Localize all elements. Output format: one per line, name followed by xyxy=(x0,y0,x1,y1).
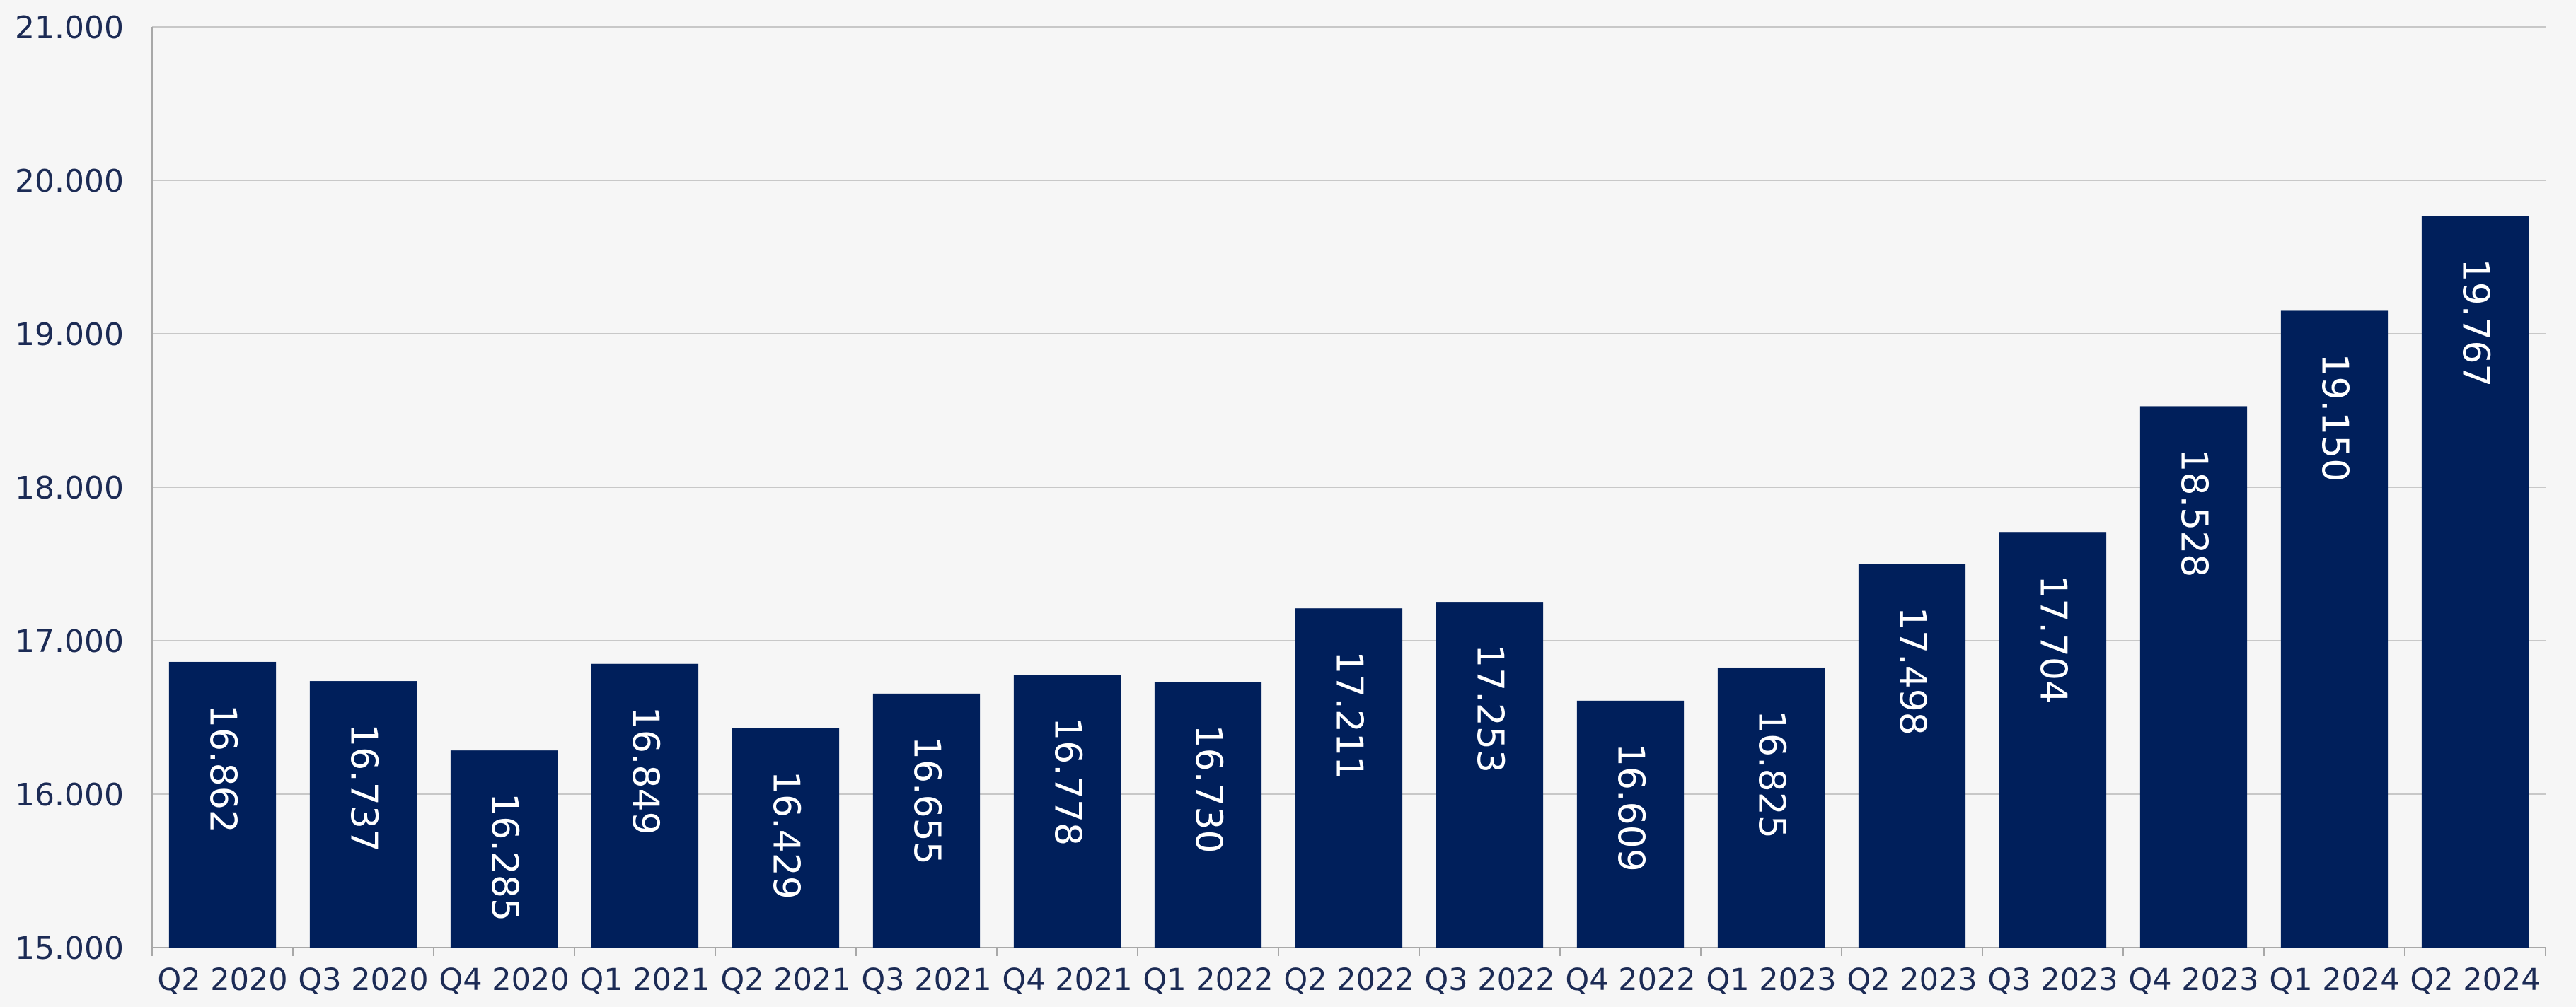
data-label: 16.737 xyxy=(342,723,384,852)
data-label: 16.849 xyxy=(623,706,666,835)
bar xyxy=(1436,602,1544,948)
x-tick-label: Q2 2024 xyxy=(2410,962,2540,998)
y-tick-label: 21.000 xyxy=(15,10,124,46)
bar xyxy=(1999,532,2107,948)
bar xyxy=(732,728,840,948)
data-label: 16.429 xyxy=(765,771,807,900)
data-label: 16.778 xyxy=(1046,717,1089,846)
y-tick-labels: 15.000 16.000 17.000 18.000 19.000 20.000 21.0… xyxy=(15,10,124,967)
bar xyxy=(1154,682,1262,948)
bar xyxy=(1717,667,1825,948)
data-label: 16.285 xyxy=(483,793,526,921)
data-label: 17.211 xyxy=(1328,651,1370,779)
y-tick-label: 15.000 xyxy=(15,931,124,967)
data-label: 17.253 xyxy=(1469,644,1511,773)
data-label: 16.862 xyxy=(201,704,243,833)
x-tick-label: Q4 2022 xyxy=(1565,962,1695,998)
data-labels: 16.862 16.737 16.285 16.849 16.429 16.655 16.7… xyxy=(201,259,2496,922)
data-label: 19.150 xyxy=(2314,353,2356,482)
x-tick-label: Q4 2021 xyxy=(1002,962,1132,998)
bar xyxy=(2421,216,2529,948)
data-label: 16.609 xyxy=(1610,743,1652,872)
x-tick-label: Q1 2022 xyxy=(1143,962,1273,998)
bar xyxy=(1576,700,1685,948)
bar xyxy=(2280,310,2389,948)
x-tick-label: Q2 2021 xyxy=(720,962,850,998)
bar xyxy=(872,693,981,948)
x-tick-label: Q2 2022 xyxy=(1283,962,1414,998)
bar xyxy=(1858,564,1966,948)
x-tick-label: Q4 2023 xyxy=(2128,962,2258,998)
bar xyxy=(591,663,699,948)
x-tick-label: Q1 2021 xyxy=(579,962,710,998)
data-label: 17.704 xyxy=(2032,575,2074,704)
x-tick-label: Q2 2020 xyxy=(157,962,287,998)
y-tick-label: 16.000 xyxy=(15,777,124,813)
x-tick-label: Q3 2023 xyxy=(1987,962,2118,998)
y-tick-label: 17.000 xyxy=(15,624,124,660)
y-tick-label: 20.000 xyxy=(15,163,124,199)
data-label: 16.655 xyxy=(906,736,948,865)
bar xyxy=(450,750,558,948)
bar xyxy=(309,681,417,948)
bar xyxy=(1013,675,1121,948)
y-tick-label: 19.000 xyxy=(15,317,124,353)
x-tick-labels: Q2 2020 Q3 2020 Q4 2020 Q1 2021 Q2 2021 Q3 20… xyxy=(157,962,2540,998)
x-tick-label: Q3 2020 xyxy=(298,962,428,998)
data-label: 17.498 xyxy=(1891,607,1934,735)
x-tick-label: Q3 2021 xyxy=(861,962,991,998)
x-tick-label: Q1 2023 xyxy=(1706,962,1836,998)
bar xyxy=(168,661,277,948)
x-tick-label: Q1 2024 xyxy=(2269,962,2399,998)
y-tick-label: 18.000 xyxy=(15,470,124,506)
bar xyxy=(1295,608,1403,948)
data-label: 19.767 xyxy=(2454,259,2497,388)
data-label: 16.825 xyxy=(1750,710,1793,839)
bars xyxy=(168,216,2529,948)
x-tick-label: Q2 2023 xyxy=(1847,962,1977,998)
data-label: 16.730 xyxy=(1187,725,1230,854)
x-tick-label: Q4 2020 xyxy=(439,962,569,998)
data-label: 18.528 xyxy=(2173,448,2215,577)
bar xyxy=(2139,406,2248,948)
x-tick-label: Q3 2022 xyxy=(1424,962,1554,998)
